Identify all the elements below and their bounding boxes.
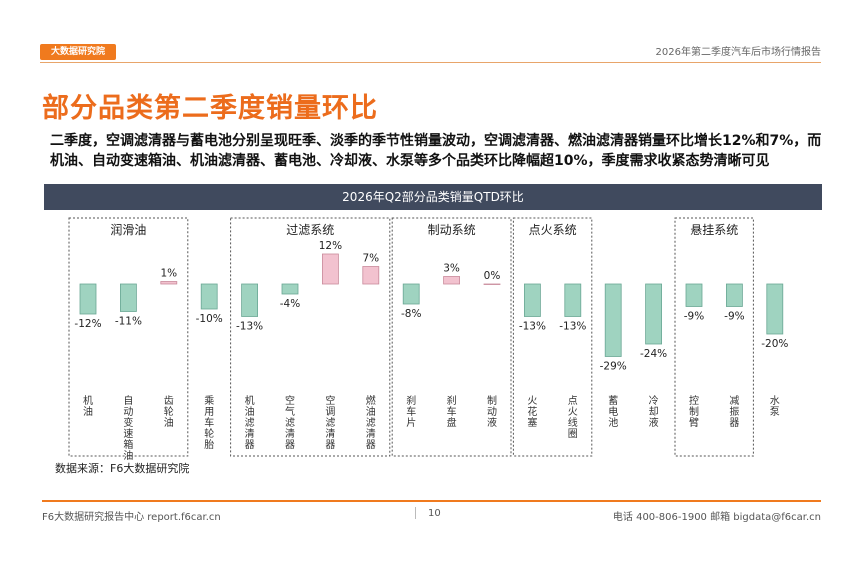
bar: [362, 266, 380, 285]
summary-text: 二季度，空调滤清器与蓄电池分别呈现旺季、淡季的季节性销量波动，空调滤清器、燃油滤…: [50, 133, 822, 169]
bar: [604, 283, 622, 357]
category-label: 自动变速箱油: [123, 394, 133, 462]
data-label: -10%: [196, 313, 223, 325]
bar: [321, 253, 339, 285]
footer-divider: [42, 500, 821, 502]
page-title: 部分品类第二季度销量环比: [42, 93, 378, 124]
group-label: 悬挂系统: [690, 223, 738, 237]
category-label: 控制臂: [689, 394, 699, 429]
category-label: 燃油滤清器: [366, 394, 376, 451]
page-number: 10: [428, 508, 441, 519]
footer-separator: [415, 507, 416, 519]
category-label: 机油: [83, 394, 93, 418]
category-label: 机油滤清器: [245, 394, 255, 451]
bar: [241, 283, 259, 317]
header-divider: [40, 62, 821, 63]
data-label: -24%: [640, 348, 667, 360]
report-title: 2026年第二季度汽车后市场行情报告: [655, 47, 821, 58]
bar: [766, 283, 784, 335]
bar: [402, 283, 420, 305]
category-label: 齿轮油: [164, 395, 174, 429]
bar: [200, 283, 218, 310]
data-label: -4%: [280, 298, 300, 310]
bar: [483, 283, 501, 285]
footer-contact: 电话 400-806-1900 邮箱 bigdata@f6car.cn: [612, 512, 821, 523]
bar: [645, 283, 662, 345]
category-label: 制动液: [487, 394, 497, 429]
bar: [120, 283, 137, 312]
data-label: -9%: [684, 311, 704, 323]
data-label: -29%: [600, 361, 627, 373]
bar: [726, 283, 743, 307]
category-label: 乘用车轮胎: [204, 395, 214, 451]
category-label: 刹车片: [406, 395, 416, 429]
data-label: 0%: [484, 270, 501, 282]
data-label: 3%: [443, 263, 460, 275]
bar: [523, 283, 541, 317]
category-label: 空气滤清器: [285, 394, 295, 451]
group-box: [68, 217, 189, 457]
brand-logo: 大数据研究院: [40, 44, 116, 60]
data-label: 1%: [160, 268, 177, 280]
data-label: 12%: [319, 240, 342, 252]
data-label: -13%: [236, 321, 263, 333]
group-label: 润滑油: [110, 223, 146, 237]
category-label: 点火线圈: [568, 395, 578, 440]
category-label: 刹车盘: [447, 395, 457, 429]
data-label: -8%: [401, 308, 421, 320]
group-box: [512, 217, 593, 457]
bar: [160, 281, 178, 285]
category-label: 火花塞: [527, 395, 537, 429]
data-label: 7%: [362, 253, 379, 265]
category-label: 蓄电池: [608, 395, 618, 429]
data-label: -11%: [115, 316, 142, 328]
group-label: 制动系统: [428, 223, 476, 237]
data-label: -9%: [724, 311, 744, 323]
group-box: [391, 217, 512, 457]
category-label: 冷却液: [649, 394, 659, 429]
data-label: -12%: [74, 318, 101, 330]
category-label: 减振器: [729, 395, 739, 429]
group-box: [230, 217, 391, 457]
group-label: 过滤系统: [286, 223, 334, 237]
source-note: 数据来源：F6大数据研究院: [55, 462, 190, 475]
data-label: -13%: [559, 321, 586, 333]
bar: [685, 283, 703, 307]
bar: [564, 283, 582, 317]
bar-chart: 润滑油 过滤系统 制动系统 点火系统 悬挂系统 -12% 机油 -11% 自动变速箱油 1% 齿轮油…: [68, 217, 788, 462]
category-label: 空调滤清器: [325, 394, 335, 451]
category-label: 水泵: [770, 395, 780, 418]
bar: [281, 283, 299, 295]
group-label: 点火系统: [529, 223, 577, 237]
chart-header: 2026年Q2部分品类销量QTD环比: [44, 184, 822, 210]
bar: [443, 276, 461, 285]
footer-site: F6大数据研究报告中心 report.f6car.cn: [42, 512, 221, 523]
bar: [79, 283, 97, 315]
data-label: -13%: [519, 321, 546, 333]
group-box: [674, 217, 754, 457]
data-label: -20%: [761, 338, 788, 350]
